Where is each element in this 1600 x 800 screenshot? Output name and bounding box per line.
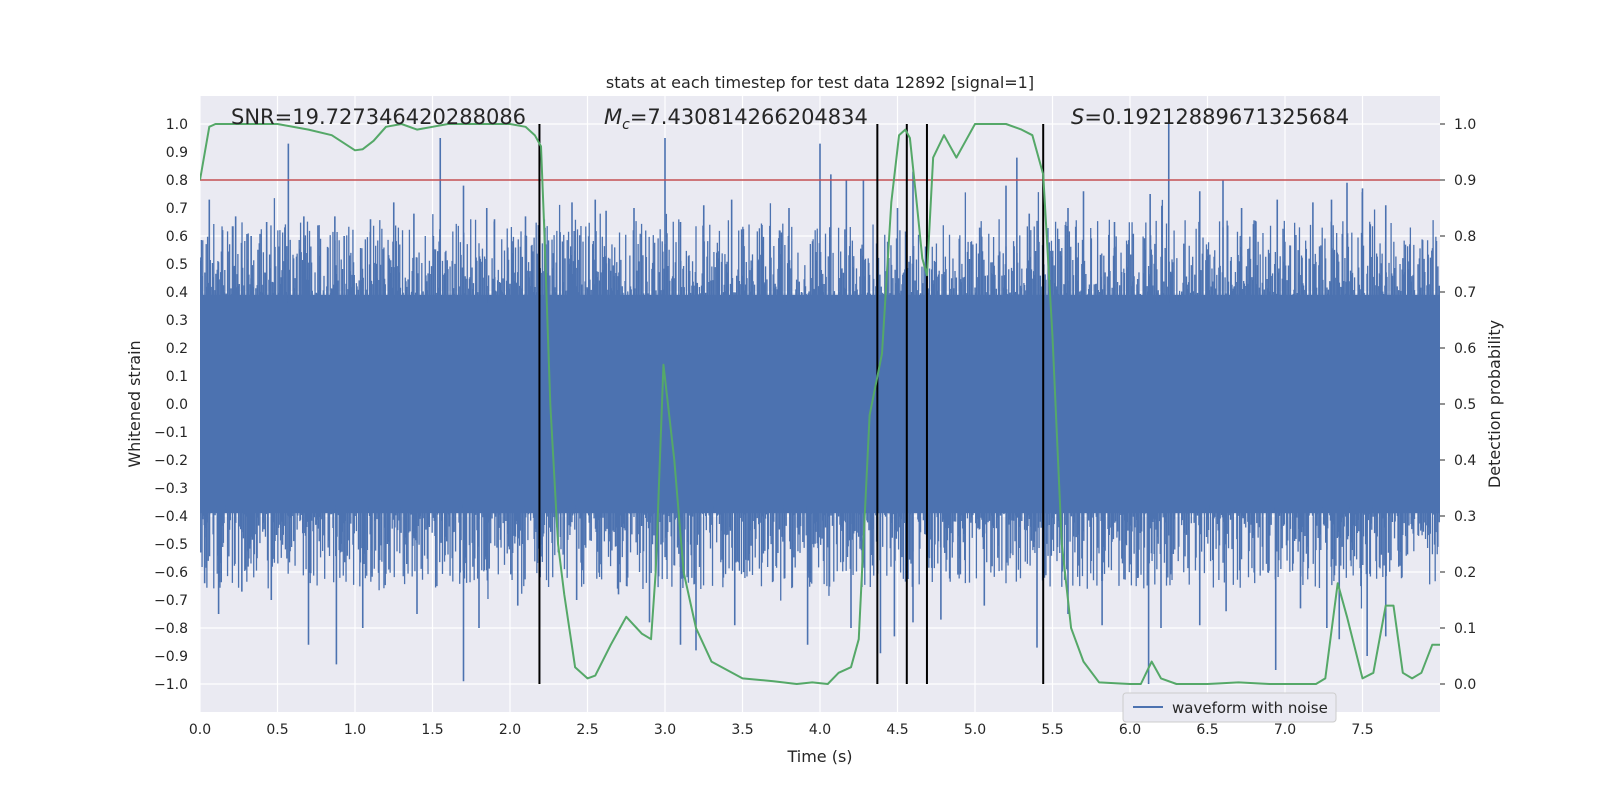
snr-annotation: SNR=19.727346420288086 [231, 105, 526, 129]
y-tick-label-left: 0.5 [166, 257, 188, 273]
y-tick-label-right: 0.5 [1454, 397, 1476, 413]
y-tick-label-left: −1.0 [154, 677, 188, 693]
chirp-mass-annotation: Mc=7.430814266204834 [604, 105, 868, 133]
y-tick-label-left: −0.9 [154, 649, 188, 665]
x-tick-label: 2.0 [499, 722, 521, 738]
x-tick-label: 5.0 [964, 722, 986, 738]
y-tick-label-right: 0.7 [1454, 285, 1476, 301]
y-tick-label-left: −0.2 [154, 453, 188, 469]
y-tick-label-left: −0.4 [154, 509, 188, 525]
x-tick-label: 4.0 [809, 722, 831, 738]
chirp-mass-symbol: M [604, 105, 622, 129]
probability-series [200, 123, 1440, 685]
x-tick-label: 1.0 [344, 722, 366, 738]
x-tick-label: 3.5 [731, 722, 753, 738]
y-tick-label-left: 1.0 [166, 117, 188, 133]
x-tick-label: 2.5 [576, 722, 598, 738]
y-axis-label-right: Detection probability [1485, 320, 1504, 488]
x-tick-label: 6.5 [1196, 722, 1218, 738]
y-tick-label-left: 0.2 [166, 341, 188, 357]
legend: waveform with noise [1122, 692, 1337, 723]
x-tick-label: 1.5 [421, 722, 443, 738]
x-tick-label: 4.5 [886, 722, 908, 738]
axis-ticks: 0.0 0.5 1.0 1.5 2.0 2.5 3.0 3.5 4.0 4.5 5.0 5.5 6.0 6… [154, 117, 1476, 738]
y-tick-label-left: 0.6 [166, 229, 188, 245]
chart-title: stats at each timestep for test data 128… [606, 73, 1034, 92]
x-tick-label: 5.5 [1041, 722, 1063, 738]
x-tick-label: 0.0 [189, 722, 211, 738]
s-annotation: S=0.19212889671325684 [1071, 105, 1349, 129]
y-tick-label-left: −0.7 [154, 593, 188, 609]
y-tick-label-right: 0.0 [1454, 677, 1476, 693]
y-axis-label-left: Whitened strain [125, 340, 144, 467]
waveform-series [200, 124, 1440, 684]
y-tick-label-left: −0.5 [154, 537, 188, 553]
y-tick-label-right: 1.0 [1454, 117, 1476, 133]
y-tick-label-right: 0.9 [1454, 173, 1476, 189]
overlay-lines [200, 124, 1440, 684]
waveform-noise [200, 192, 1440, 609]
y-tick-label-left: 0.1 [166, 369, 188, 385]
y-tick-label-left: 0.3 [166, 313, 188, 329]
y-tick-label-left: 0.9 [166, 145, 188, 161]
x-tick-label: 7.0 [1274, 722, 1296, 738]
x-tick-label: 7.5 [1351, 722, 1373, 738]
x-tick-label: 3.0 [654, 722, 676, 738]
y-tick-label-right: 0.2 [1454, 565, 1476, 581]
legend-label-waveform: waveform with noise [1172, 699, 1328, 717]
chirp-mass-value: =7.430814266204834 [630, 105, 868, 129]
y-tick-label-left: −0.1 [154, 425, 188, 441]
s-value: =0.19212889671325684 [1084, 105, 1349, 129]
y-tick-label-left: −0.8 [154, 621, 188, 637]
chirp-mass-subscript: c [622, 117, 630, 133]
y-tick-label-right: 0.1 [1454, 621, 1476, 637]
y-tick-label-right: 0.3 [1454, 509, 1476, 525]
x-axis-label: Time (s) [786, 747, 852, 766]
y-tick-label-left: 0.0 [166, 397, 188, 413]
y-tick-label-left: −0.3 [154, 481, 188, 497]
legend-box [1122, 692, 1337, 723]
s-symbol: S [1071, 105, 1084, 129]
y-tick-label-left: 0.8 [166, 173, 188, 189]
y-tick-label-right: 0.8 [1454, 229, 1476, 245]
probability-line [200, 123, 1440, 685]
x-tick-label: 6.0 [1119, 722, 1141, 738]
y-tick-label-right: 0.4 [1454, 453, 1476, 469]
y-tick-label-right: 0.6 [1454, 341, 1476, 357]
y-tick-label-left: 0.4 [166, 285, 188, 301]
x-tick-label: 0.5 [266, 722, 288, 738]
y-tick-label-left: 0.7 [166, 201, 188, 217]
y-tick-label-left: −0.6 [154, 565, 188, 581]
